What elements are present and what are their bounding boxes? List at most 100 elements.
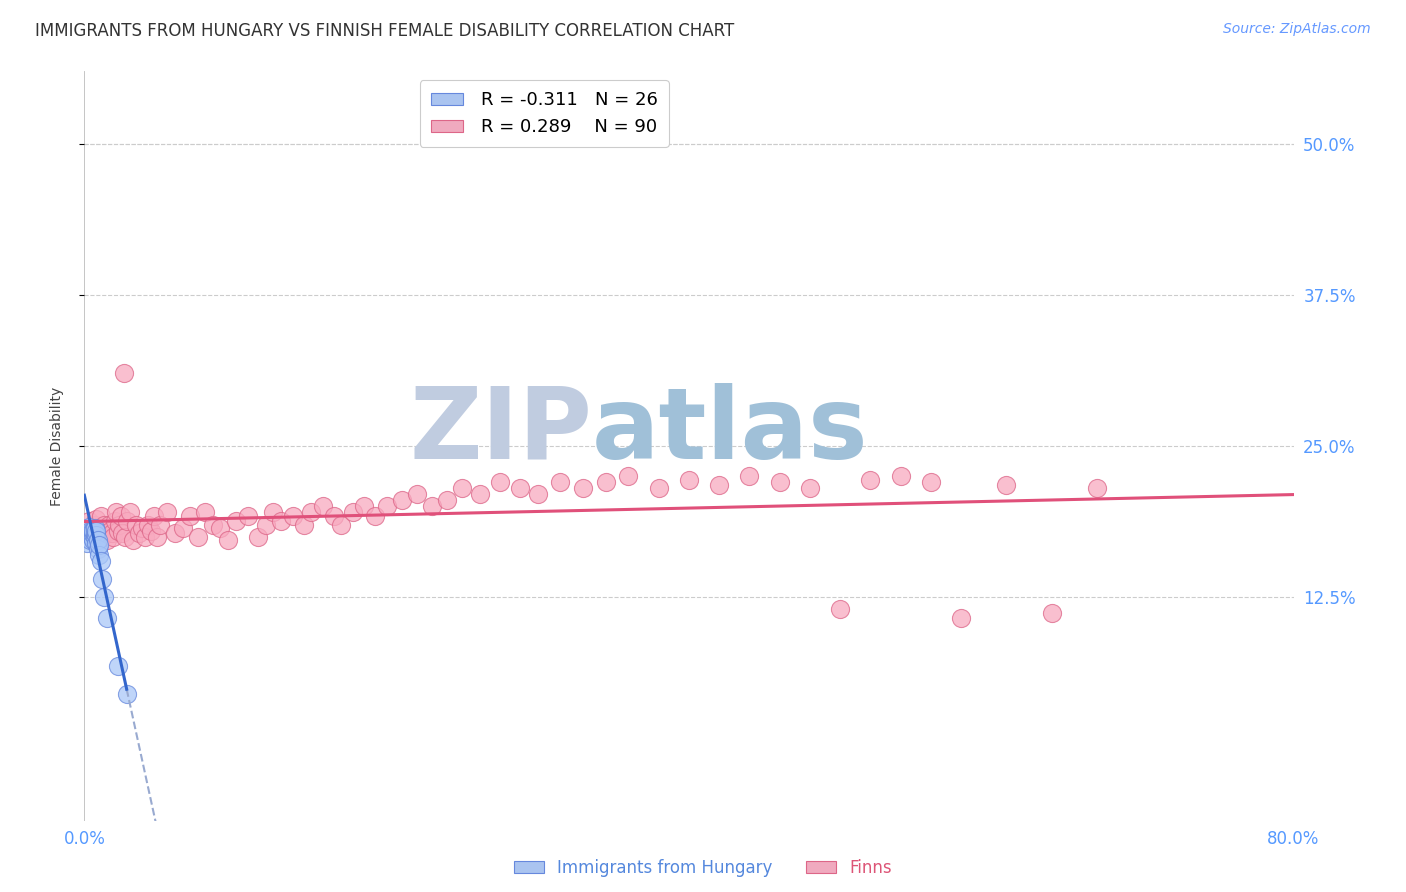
Point [77,520,100,534]
Point [830,602,852,616]
Point [179,509,201,524]
Point [281,509,304,524]
Point [353,500,375,514]
Point [1085,481,1108,495]
Point [94,526,117,541]
Point [86,535,108,549]
Point [84,517,107,532]
Point [93,517,115,532]
Text: IMMIGRANTS FROM HUNGARY VS FINNISH FEMALE DISABILITY CORRELATION CHART: IMMIGRANTS FROM HUNGARY VS FINNISH FEMAL… [35,22,734,40]
Point [375,500,398,514]
Point [194,506,217,520]
Point [76,521,98,535]
Point [77,514,100,528]
Point [527,487,550,501]
Point [86,528,108,542]
Point [201,517,224,532]
Text: Source: ZipAtlas.com: Source: ZipAtlas.com [1223,22,1371,37]
Point [91,530,114,544]
Point [149,517,172,532]
Point [950,610,973,624]
Point [96,533,118,548]
Point [406,487,429,501]
Point [292,517,315,532]
Point [90,509,112,524]
Point [82,527,104,541]
Point [330,517,353,532]
Point [678,473,700,487]
Point [80,530,103,544]
Point [890,469,912,483]
Point [80,524,103,538]
Y-axis label: Female Disability: Female Disability [49,386,63,506]
Point [84,526,107,541]
Point [595,475,617,490]
Legend: Immigrants from Hungary, Finns: Immigrants from Hungary, Finns [508,853,898,884]
Point [93,590,115,604]
Text: atlas: atlas [592,383,869,480]
Point [322,509,344,524]
Point [1040,606,1063,620]
Point [139,524,162,538]
Point [84,521,107,535]
Point [105,506,128,520]
Point [82,524,104,538]
Point [91,572,114,586]
Point [262,506,284,520]
Point [97,517,120,532]
Point [859,473,882,487]
Point [114,530,136,544]
Point [489,475,512,490]
Point [86,524,108,538]
Point [128,526,150,541]
Point [121,533,143,548]
Point [156,506,179,520]
Point [107,524,129,538]
Point [79,530,101,544]
Point [89,521,111,535]
Point [209,521,232,535]
Point [110,509,132,524]
Point [247,530,270,544]
Point [436,493,458,508]
Point [134,530,156,544]
Point [107,659,129,673]
Point [131,521,153,535]
Point [82,533,104,548]
Point [470,487,492,501]
Point [995,477,1018,491]
Point [89,548,111,562]
Point [101,530,124,544]
Point [738,469,761,483]
Point [187,530,209,544]
Legend: R = -0.311   N = 26, R = 0.289    N = 90: R = -0.311 N = 26, R = 0.289 N = 90 [420,80,669,147]
Point [84,530,107,544]
Text: ZIP: ZIP [409,383,592,480]
Point [391,493,413,508]
Point [87,533,110,548]
Point [111,526,134,541]
Point [77,526,100,541]
Point [115,687,138,701]
Point [98,524,121,538]
Point [104,514,127,528]
Point [125,517,148,532]
Point [79,524,101,538]
Point [142,509,165,524]
Point [217,533,239,548]
Point [87,541,110,556]
Point [172,521,194,535]
Point [108,517,131,532]
Point [920,475,942,490]
Point [270,514,292,528]
Point [451,481,474,495]
Point [80,524,103,538]
Point [100,526,122,541]
Point [96,610,118,624]
Point [363,509,385,524]
Point [617,469,640,483]
Point [312,500,335,514]
Point [254,517,277,532]
Point [225,514,247,528]
Point [118,506,141,520]
